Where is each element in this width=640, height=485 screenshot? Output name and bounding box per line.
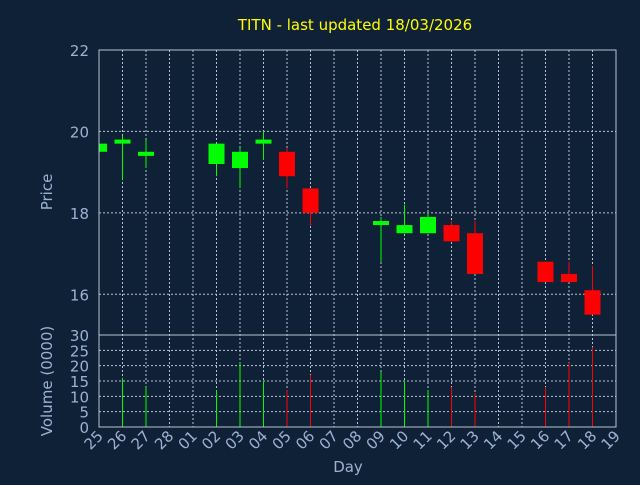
candle-body-05: [279, 151, 295, 177]
price-tick-16: 16: [70, 286, 89, 304]
x-tick-17: 17: [551, 427, 577, 453]
price-tick-18: 18: [70, 205, 89, 223]
volume-tick-30: 30: [70, 327, 89, 345]
x-tick-06: 06: [292, 427, 318, 453]
x-tick-28: 28: [151, 427, 177, 453]
candle-09: [373, 216, 389, 262]
candle-body-12: [443, 225, 460, 242]
price-panel-frame: [98, 49, 617, 336]
candle-body-13: [467, 233, 483, 274]
volume-tick-20: 20: [70, 358, 89, 376]
x-tick-13: 13: [457, 427, 483, 453]
x-tick-08: 08: [339, 427, 365, 453]
volume-tick-0: 0: [79, 419, 89, 437]
candle-03: [232, 147, 248, 189]
x-tick-18: 18: [574, 427, 600, 453]
grid-layer: [98, 49, 617, 428]
candle-17: [561, 261, 577, 283]
chart-title: TITN - last updated 18/03/2026: [237, 16, 472, 34]
x-tick-01: 01: [175, 427, 201, 453]
candle-body-17: [561, 273, 577, 283]
x-tick-02: 02: [198, 427, 224, 453]
x-tick-12: 12: [433, 427, 459, 453]
volume-panel-frame: [98, 334, 617, 428]
candle-body-27: [138, 151, 154, 156]
candle-26: [114, 135, 131, 181]
candle-body-09: [373, 221, 389, 226]
x-tick-15: 15: [504, 427, 530, 453]
x-tick-labels: 2526272801020304050607080910111213141516…: [81, 427, 624, 453]
price-axis-label: Price: [38, 174, 56, 211]
candle-body-02: [208, 143, 225, 164]
plot-frames: [98, 49, 617, 428]
x-tick-03: 03: [222, 427, 248, 453]
candle-body-25: [99, 143, 107, 152]
x-tick-19: 19: [598, 427, 624, 453]
x-tick-27: 27: [128, 427, 154, 453]
candle-25: [98, 143, 107, 152]
volume-bars: [122, 347, 593, 427]
candle-10: [396, 204, 413, 234]
candle-16: [537, 261, 554, 283]
candle-body-26: [114, 139, 131, 144]
candle-body-03: [232, 151, 248, 169]
volume-axis-label: Volume (0000): [38, 326, 56, 436]
price-tick-20: 20: [70, 123, 89, 141]
price-tick-22: 22: [70, 42, 89, 60]
candle-06: [302, 188, 319, 226]
candle-12: [443, 221, 460, 242]
candle-02: [208, 143, 225, 177]
candle-18: [584, 265, 601, 315]
x-tick-05: 05: [269, 427, 295, 453]
volume-tick-10: 10: [70, 388, 89, 406]
candle-04: [255, 131, 272, 160]
x-tick-11: 11: [410, 427, 436, 453]
x-axis-label: Day: [333, 458, 363, 476]
x-tick-09: 09: [363, 427, 389, 453]
volume-tick-15: 15: [70, 373, 89, 391]
x-tick-07: 07: [316, 427, 342, 453]
x-tick-16: 16: [527, 427, 553, 453]
candle-11: [420, 212, 436, 234]
x-tick-26: 26: [104, 427, 130, 453]
price-candles: [98, 131, 601, 315]
candle-body-11: [420, 216, 436, 234]
candle-body-06: [302, 188, 319, 213]
x-tick-14: 14: [480, 427, 506, 453]
candle-27: [138, 139, 154, 169]
volume-tick-25: 25: [70, 342, 89, 360]
candle-body-18: [584, 290, 601, 315]
x-tick-04: 04: [245, 427, 271, 453]
candle-body-04: [255, 139, 272, 144]
candle-body-16: [537, 261, 554, 283]
x-tick-10: 10: [386, 427, 412, 453]
volume-tick-5: 5: [79, 404, 89, 422]
candle-05: [279, 147, 295, 189]
candle-body-10: [396, 225, 413, 234]
candle-13: [467, 221, 483, 274]
